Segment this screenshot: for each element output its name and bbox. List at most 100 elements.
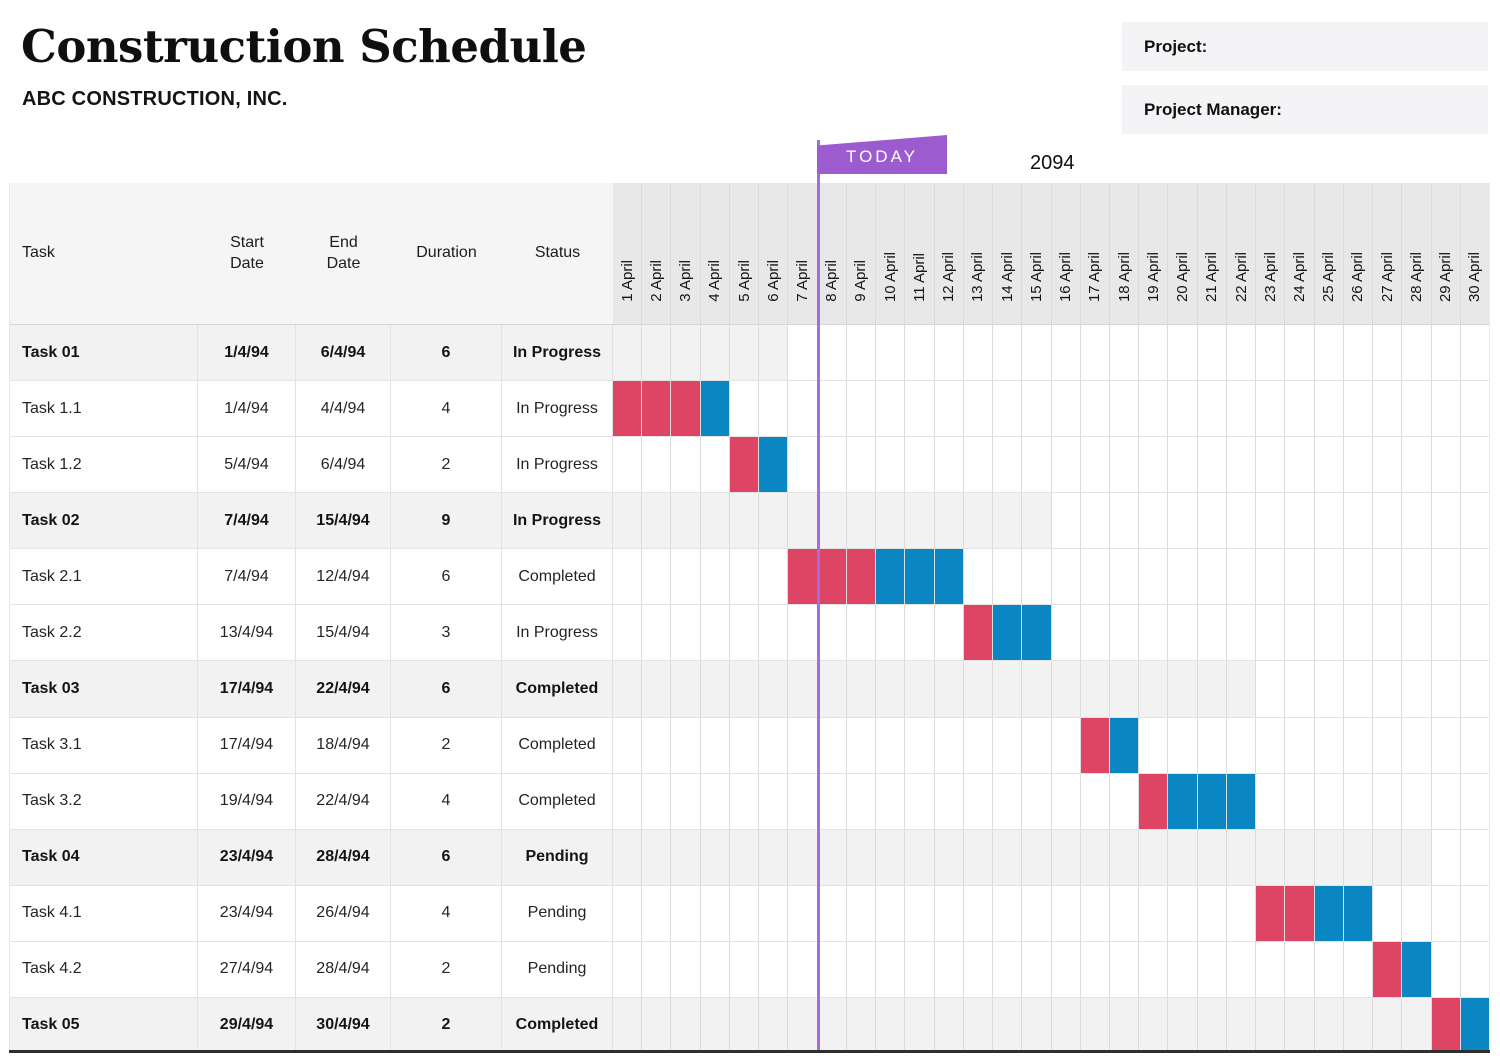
- task-name-cell: Task 1.1: [10, 381, 198, 437]
- status-cell: Completed: [502, 773, 613, 829]
- gantt-group-band-cell: [729, 829, 760, 885]
- date-axis-tick: 13 April: [964, 183, 994, 324]
- date-axis-tick: 25 April: [1315, 183, 1344, 324]
- gantt-cell: [818, 773, 847, 829]
- date-axis-tick: 15 April: [1022, 183, 1052, 324]
- duration-cell: 6: [391, 661, 502, 717]
- gantt-cell: [935, 437, 964, 493]
- date-axis-tick-label: 27 April: [1378, 251, 1396, 302]
- year-label: 2094: [1030, 152, 1075, 174]
- gantt-cell: [1110, 773, 1140, 829]
- today-marker-line: [817, 140, 820, 1050]
- gantt-cell: [730, 549, 760, 605]
- project-manager-value-field[interactable]: [1282, 85, 1488, 134]
- gantt-cell: [818, 605, 847, 661]
- gantt-row: [613, 661, 1489, 717]
- gantt-cell: [788, 437, 818, 493]
- gantt-group-band-cell: [1080, 997, 1110, 1054]
- end-date-cell: 18/4/94: [296, 717, 391, 773]
- date-axis-tick: 26 April: [1344, 183, 1374, 324]
- gantt-cell: [876, 605, 906, 661]
- gantt-cell: [876, 717, 906, 773]
- gantt-cell: [1198, 885, 1227, 941]
- date-axis-tick: 7 April: [788, 183, 818, 324]
- gantt-cell: [1344, 717, 1374, 773]
- gantt-cell: [1052, 549, 1081, 605]
- gantt-group-band-cell: [905, 493, 935, 549]
- column-header-duration: Duration: [416, 244, 477, 262]
- gantt-group-band-cell: [613, 661, 643, 717]
- duration-cell: 2: [391, 717, 502, 773]
- gantt-cell: [964, 437, 994, 493]
- project-value-field[interactable]: [1207, 22, 1488, 71]
- gantt-group-band-cell: [788, 997, 818, 1054]
- gantt-bar-cell: [671, 381, 701, 437]
- gantt-row: [613, 325, 1489, 381]
- date-axis-tick: 2 April: [642, 183, 672, 324]
- gantt-cell: [1402, 717, 1432, 773]
- gantt-group-band-cell: [759, 325, 789, 381]
- gantt-group-band-cell: [700, 829, 730, 885]
- gantt-cell: [1344, 773, 1374, 829]
- gantt-cell: [847, 381, 877, 437]
- start-date-cell: 19/4/94: [198, 773, 296, 829]
- start-date-cell: 23/4/94: [198, 885, 296, 941]
- date-axis-tick-label: 17 April: [1086, 251, 1104, 302]
- date-axis-tick: 9 April: [847, 183, 877, 324]
- gantt-cell: [905, 325, 935, 381]
- date-axis-tick-label: 2 April: [647, 260, 665, 302]
- gantt-cell: [1344, 325, 1374, 381]
- gantt-group-band-cell: [1109, 829, 1140, 885]
- gantt-group-band-cell: [1168, 661, 1198, 717]
- gantt-cell: [788, 885, 818, 941]
- status-cell: Pending: [502, 829, 613, 885]
- gantt-row: [613, 773, 1489, 829]
- gantt-cell: [1461, 718, 1489, 773]
- gantt-cell: [1256, 381, 1286, 437]
- gantt-cell: [1168, 941, 1198, 997]
- gantt-cell: [1373, 493, 1403, 549]
- gantt-cell: [788, 605, 818, 661]
- gantt-group-band-cell: [671, 829, 701, 885]
- gantt-group-band-cell: [1109, 997, 1140, 1054]
- gantt-group-band-cell: [934, 997, 964, 1054]
- gantt-cell: [1227, 605, 1257, 661]
- gantt-cell: [935, 381, 964, 437]
- gantt-cell: [935, 325, 964, 381]
- duration-cell: 4: [391, 885, 502, 941]
- task-name-cell: Task 04: [10, 829, 198, 885]
- project-manager-label: Project Manager:: [1144, 99, 1282, 119]
- gantt-group-band-cell: [1373, 997, 1403, 1054]
- gantt-cell: [1052, 941, 1081, 997]
- gantt-cell: [1432, 829, 1461, 885]
- gantt-cell: [1315, 661, 1344, 717]
- gantt-bar-cell: [1226, 773, 1257, 829]
- gantt-group-band-cell: [671, 997, 701, 1054]
- gantt-cell: [788, 325, 818, 381]
- task-name-cell: Task 03: [10, 661, 198, 717]
- date-axis-tick: 10 April: [876, 183, 906, 324]
- gantt-cell: [905, 437, 935, 493]
- gantt-group-band-cell: [1197, 829, 1227, 885]
- gantt-cell: [1110, 493, 1140, 549]
- gantt-group-band-cell: [1168, 997, 1198, 1054]
- gantt-group-band-cell: [613, 829, 643, 885]
- gantt-row: [613, 885, 1489, 941]
- gantt-cell: [613, 885, 643, 941]
- gantt-cell: [1227, 381, 1257, 437]
- gantt-cell: [1227, 325, 1257, 381]
- gantt-group-band-cell: [1197, 997, 1227, 1054]
- gantt-cell: [1373, 549, 1403, 605]
- gantt-cell: [1315, 325, 1344, 381]
- gantt-row: [613, 997, 1490, 1054]
- duration-cell: 4: [391, 773, 502, 829]
- gantt-group-band-cell: [1226, 997, 1257, 1054]
- gantt-group-band-cell: [934, 829, 964, 885]
- gantt-group-band-cell: [729, 325, 760, 381]
- date-axis-tick-label: 24 April: [1291, 251, 1308, 302]
- gantt-cell: [1402, 493, 1432, 549]
- gantt-cell: [1402, 549, 1432, 605]
- gantt-group-band-cell: [759, 661, 789, 717]
- gantt-cell: [905, 717, 935, 773]
- gantt-group-band-cell: [788, 493, 818, 549]
